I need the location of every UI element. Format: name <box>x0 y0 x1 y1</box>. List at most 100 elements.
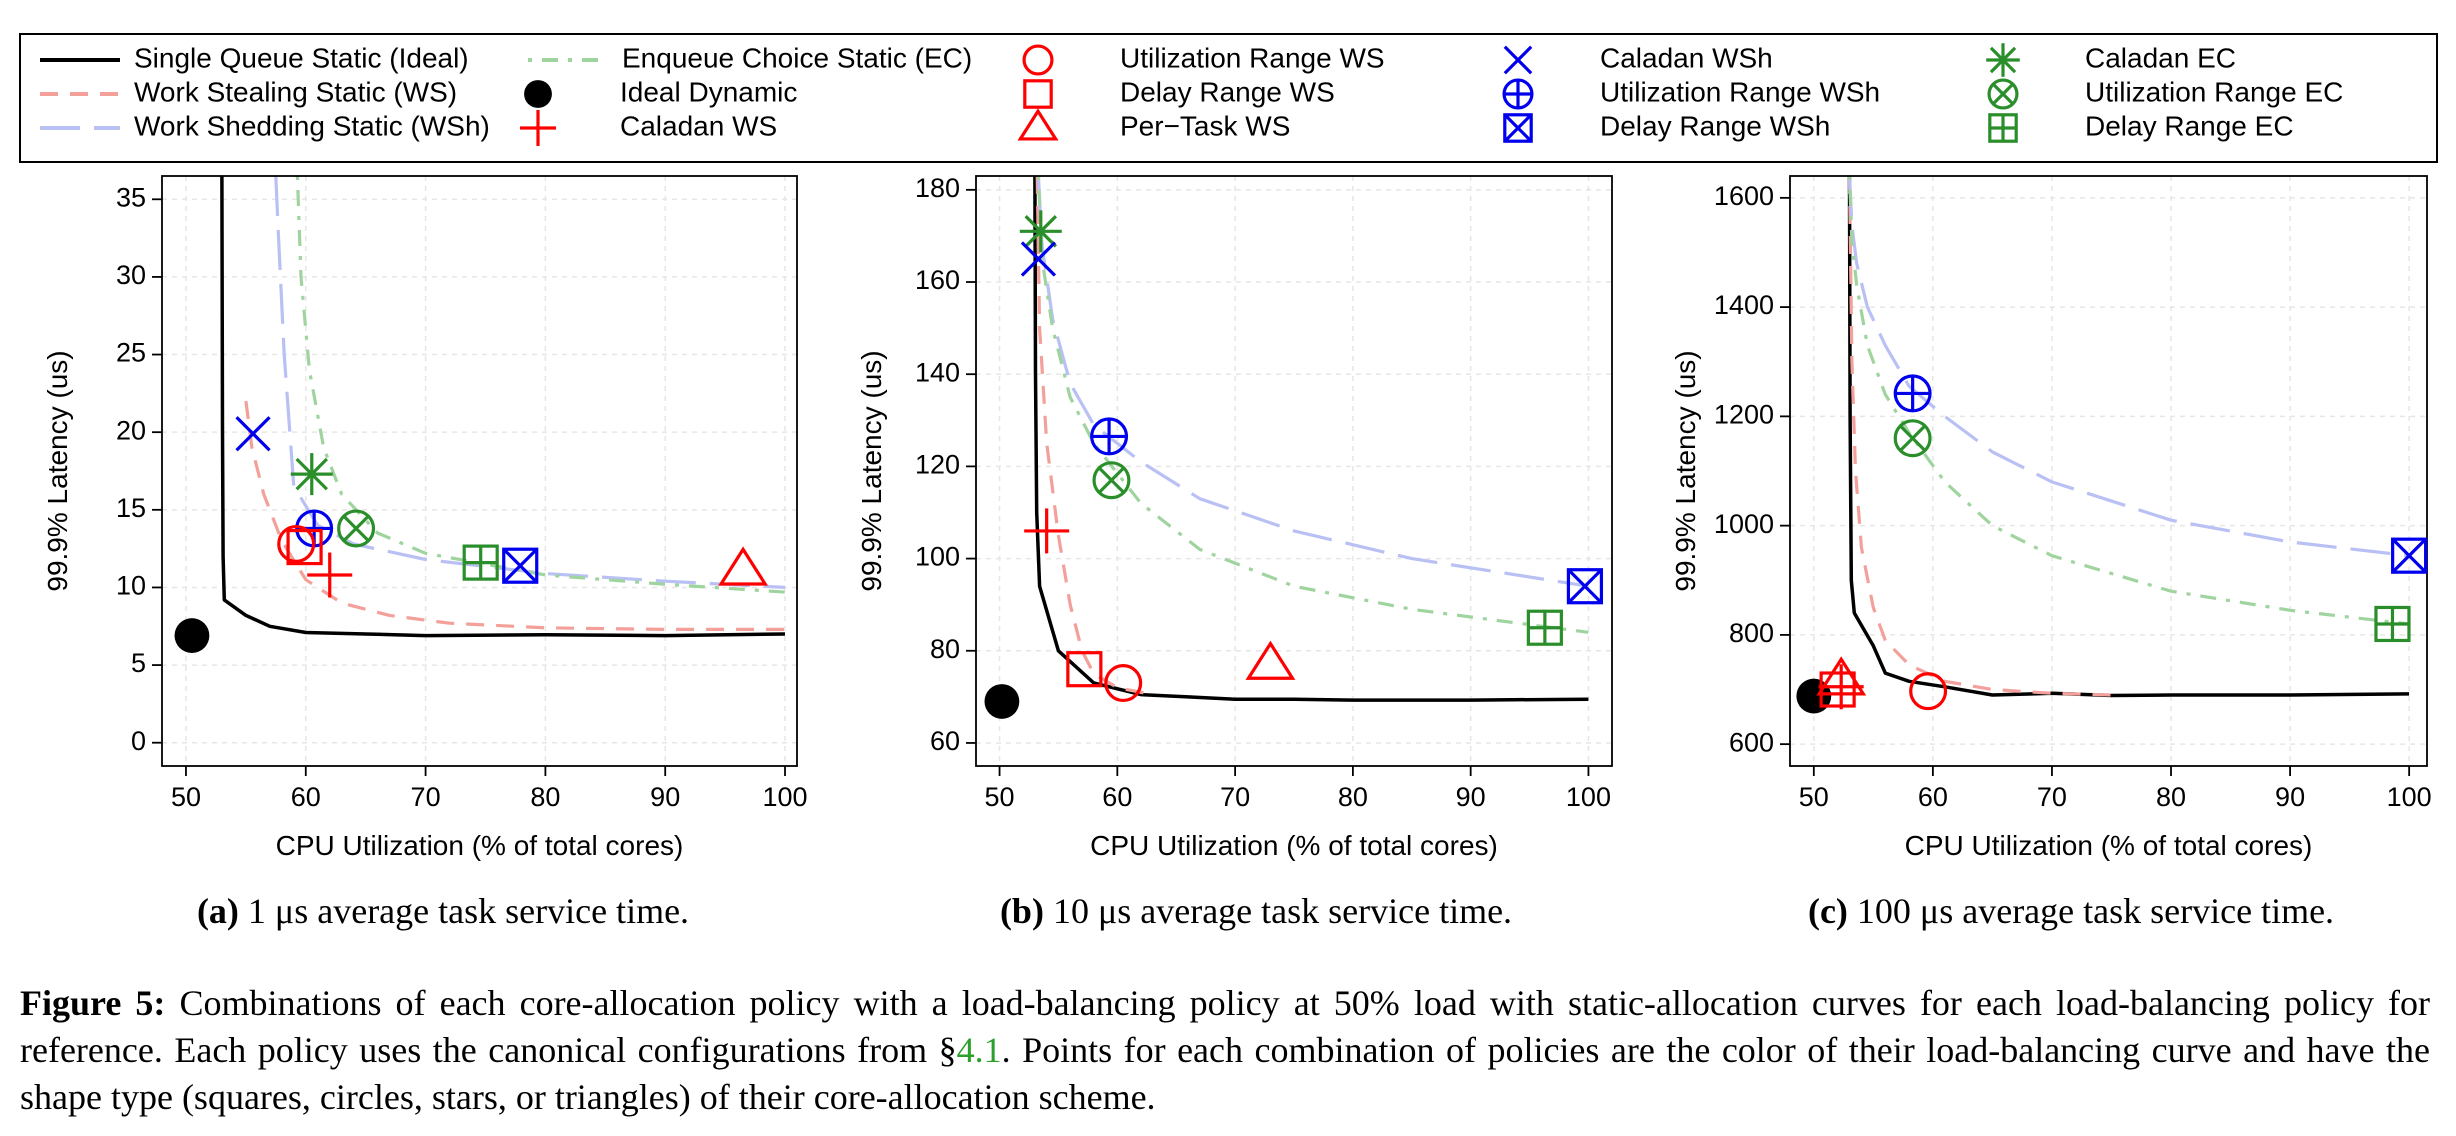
x-axis-title: CPU Utilization (% of total cores) <box>276 830 684 861</box>
x-tick-label: 80 <box>1338 782 1368 812</box>
data-point-delay_ec <box>2374 605 2411 643</box>
data-point-caladan_ec <box>1019 210 1062 253</box>
data-point-util_ec <box>1893 419 1932 458</box>
data-point-util_ws <box>1104 664 1143 703</box>
plot-frame <box>975 175 1613 767</box>
legend-marker-plus <box>520 110 556 146</box>
y-tick-label: 1200 <box>1714 399 1774 429</box>
y-tick-label: 180 <box>915 173 960 203</box>
figure-label: Figure 5: <box>20 983 166 1023</box>
data-point-caladan_wsh <box>1020 241 1057 277</box>
legend-label: Delay Range WS <box>1120 76 1335 107</box>
plot-frame <box>161 175 798 767</box>
data-point-util_ec <box>1092 461 1131 500</box>
y-axis-title: 99.9% Latency (us) <box>856 350 887 591</box>
data-point-caladan_ws <box>307 552 353 598</box>
data-point-caladan_ws <box>1024 508 1070 554</box>
y-axis-title: 99.9% Latency (us) <box>42 350 73 591</box>
legend-entry-wsh: Work Shedding Static (WSh) <box>40 110 490 141</box>
legend-entry-util_ec: Utilization Range EC <box>1987 76 2343 110</box>
data-point-pertask_ws <box>1245 640 1296 680</box>
y-tick-label: 10 <box>116 571 146 601</box>
x-tick-label: 70 <box>1220 782 1250 812</box>
x-axis-title: CPU Utilization (% of total cores) <box>1090 830 1498 861</box>
x-tick-label: 70 <box>2037 782 2067 812</box>
x-tick-label: 50 <box>171 782 201 812</box>
data-point-ideal_dyn <box>174 618 210 653</box>
gridlines <box>1790 176 2427 766</box>
chart-panel-c: 50 60 70 80 90 100 600 800 1000 1200 1400 1600 CPU U… <box>1670 175 2432 931</box>
x-tick-label: 90 <box>650 782 680 812</box>
y-tick-label: 5 <box>131 648 146 678</box>
gridlines <box>976 176 1612 766</box>
subfigure-text: 1 μs average task service time. <box>239 891 689 931</box>
x-axis-title: CPU Utilization (% of total cores) <box>1905 830 2313 861</box>
plot-frame <box>1789 175 2428 767</box>
series-lines <box>220 176 786 638</box>
chart-panel-b: 50 60 70 80 90 100 60 80 100 120 140 160 180 CPU Util… <box>856 173 1613 931</box>
legend-label: Caladan EC <box>2085 42 2236 73</box>
data-point-util_wsh <box>1893 374 1932 413</box>
legend-label: Per−Task WS <box>1120 110 1290 141</box>
legend-entry-delay_wsh: Delay Range WSh <box>1503 110 1830 143</box>
y-axis-title: 99.9% Latency (us) <box>1670 350 1701 591</box>
caption-text-part-1: Combinations of each core-allocation pol… <box>20 983 2430 1070</box>
y-tick-label: 160 <box>915 265 960 295</box>
data-point-util_ws <box>277 524 316 563</box>
data-point-delay_ec <box>1526 609 1563 646</box>
series-line-ws <box>1847 176 2112 697</box>
legend-entry-sq: Single Queue Static (Ideal) <box>40 42 469 73</box>
legend-entry-util_wsh: Utilization Range WSh <box>1502 76 1880 110</box>
data-point-util_ec <box>337 509 376 548</box>
series-line-wsh <box>274 176 786 589</box>
x-tick-label: 80 <box>2156 782 2186 812</box>
data-points <box>984 210 1604 719</box>
legend-entry-util_ws: Utilization Range WS <box>1022 42 1385 76</box>
series-line-sq <box>220 176 786 638</box>
y-tick-label: 80 <box>930 634 960 664</box>
data-point-delay_ws <box>286 528 323 566</box>
subfigure-label: (b) <box>1000 891 1044 931</box>
x-tick-label: 90 <box>1456 782 1486 812</box>
legend-entry-ws: Work Stealing Static (WS) <box>40 76 457 107</box>
series-line-ws <box>1035 176 1154 697</box>
caption-text-part-2: . Points for each combination of policie… <box>20 1030 2430 1117</box>
y-tick-label: 120 <box>915 450 960 480</box>
legend-marker-dot <box>524 80 552 108</box>
series-line-ec <box>1847 176 2410 626</box>
legend-entry-delay_ec: Delay Range EC <box>1988 110 2294 143</box>
legend-label: Delay Range EC <box>2085 110 2294 141</box>
y-tick-label: 1000 <box>1714 509 1774 539</box>
y-tick-label: 20 <box>116 415 146 445</box>
y-tick-label: 1600 <box>1714 181 1774 211</box>
subfigure-caption-b: (b) 10 μs average task service time. <box>1000 891 1512 931</box>
y-tick-label: 600 <box>1729 727 1774 757</box>
legend-label: Utilization Range WS <box>1120 42 1385 73</box>
legend-entry-ideal_dyn: Ideal Dynamic <box>524 76 797 108</box>
series-line-ec <box>1036 176 1589 634</box>
legend-label: Caladan WSh <box>1600 42 1773 73</box>
legend-box <box>19 33 2438 163</box>
gridlines <box>162 176 797 766</box>
data-point-util_ws <box>1909 672 1948 711</box>
legend-label: Enqueue Choice Static (EC) <box>622 42 972 73</box>
legend-label: Work Stealing Static (WS) <box>134 76 457 107</box>
legend-label: Work Shedding Static (WSh) <box>134 110 490 141</box>
legend-label: Utilization Range WSh <box>1600 76 1880 107</box>
data-point-pertask_ws <box>718 546 769 586</box>
x-tick-label: 100 <box>1566 782 1611 812</box>
legend-marker-triangle <box>1017 108 1059 141</box>
x-tick-label: 50 <box>985 782 1015 812</box>
legend-marker-circle <box>1022 44 1054 76</box>
legend-marker-square <box>1023 79 1053 109</box>
data-point-delay_ec <box>462 544 499 581</box>
legend-entry-caladan_ec: Caladan EC <box>1986 42 2236 77</box>
series-line-sq <box>1033 176 1589 702</box>
subfigure-label: (c) <box>1808 891 1848 931</box>
legend-entry-ec: Enqueue Choice Static (EC) <box>528 42 972 73</box>
section-reference-link[interactable]: 4.1 <box>956 1030 1002 1070</box>
legend-entry-caladan_ws: Caladan WS <box>520 110 777 146</box>
data-point-delay_wsh <box>2391 537 2428 574</box>
x-tick-label: 50 <box>1799 782 1829 812</box>
